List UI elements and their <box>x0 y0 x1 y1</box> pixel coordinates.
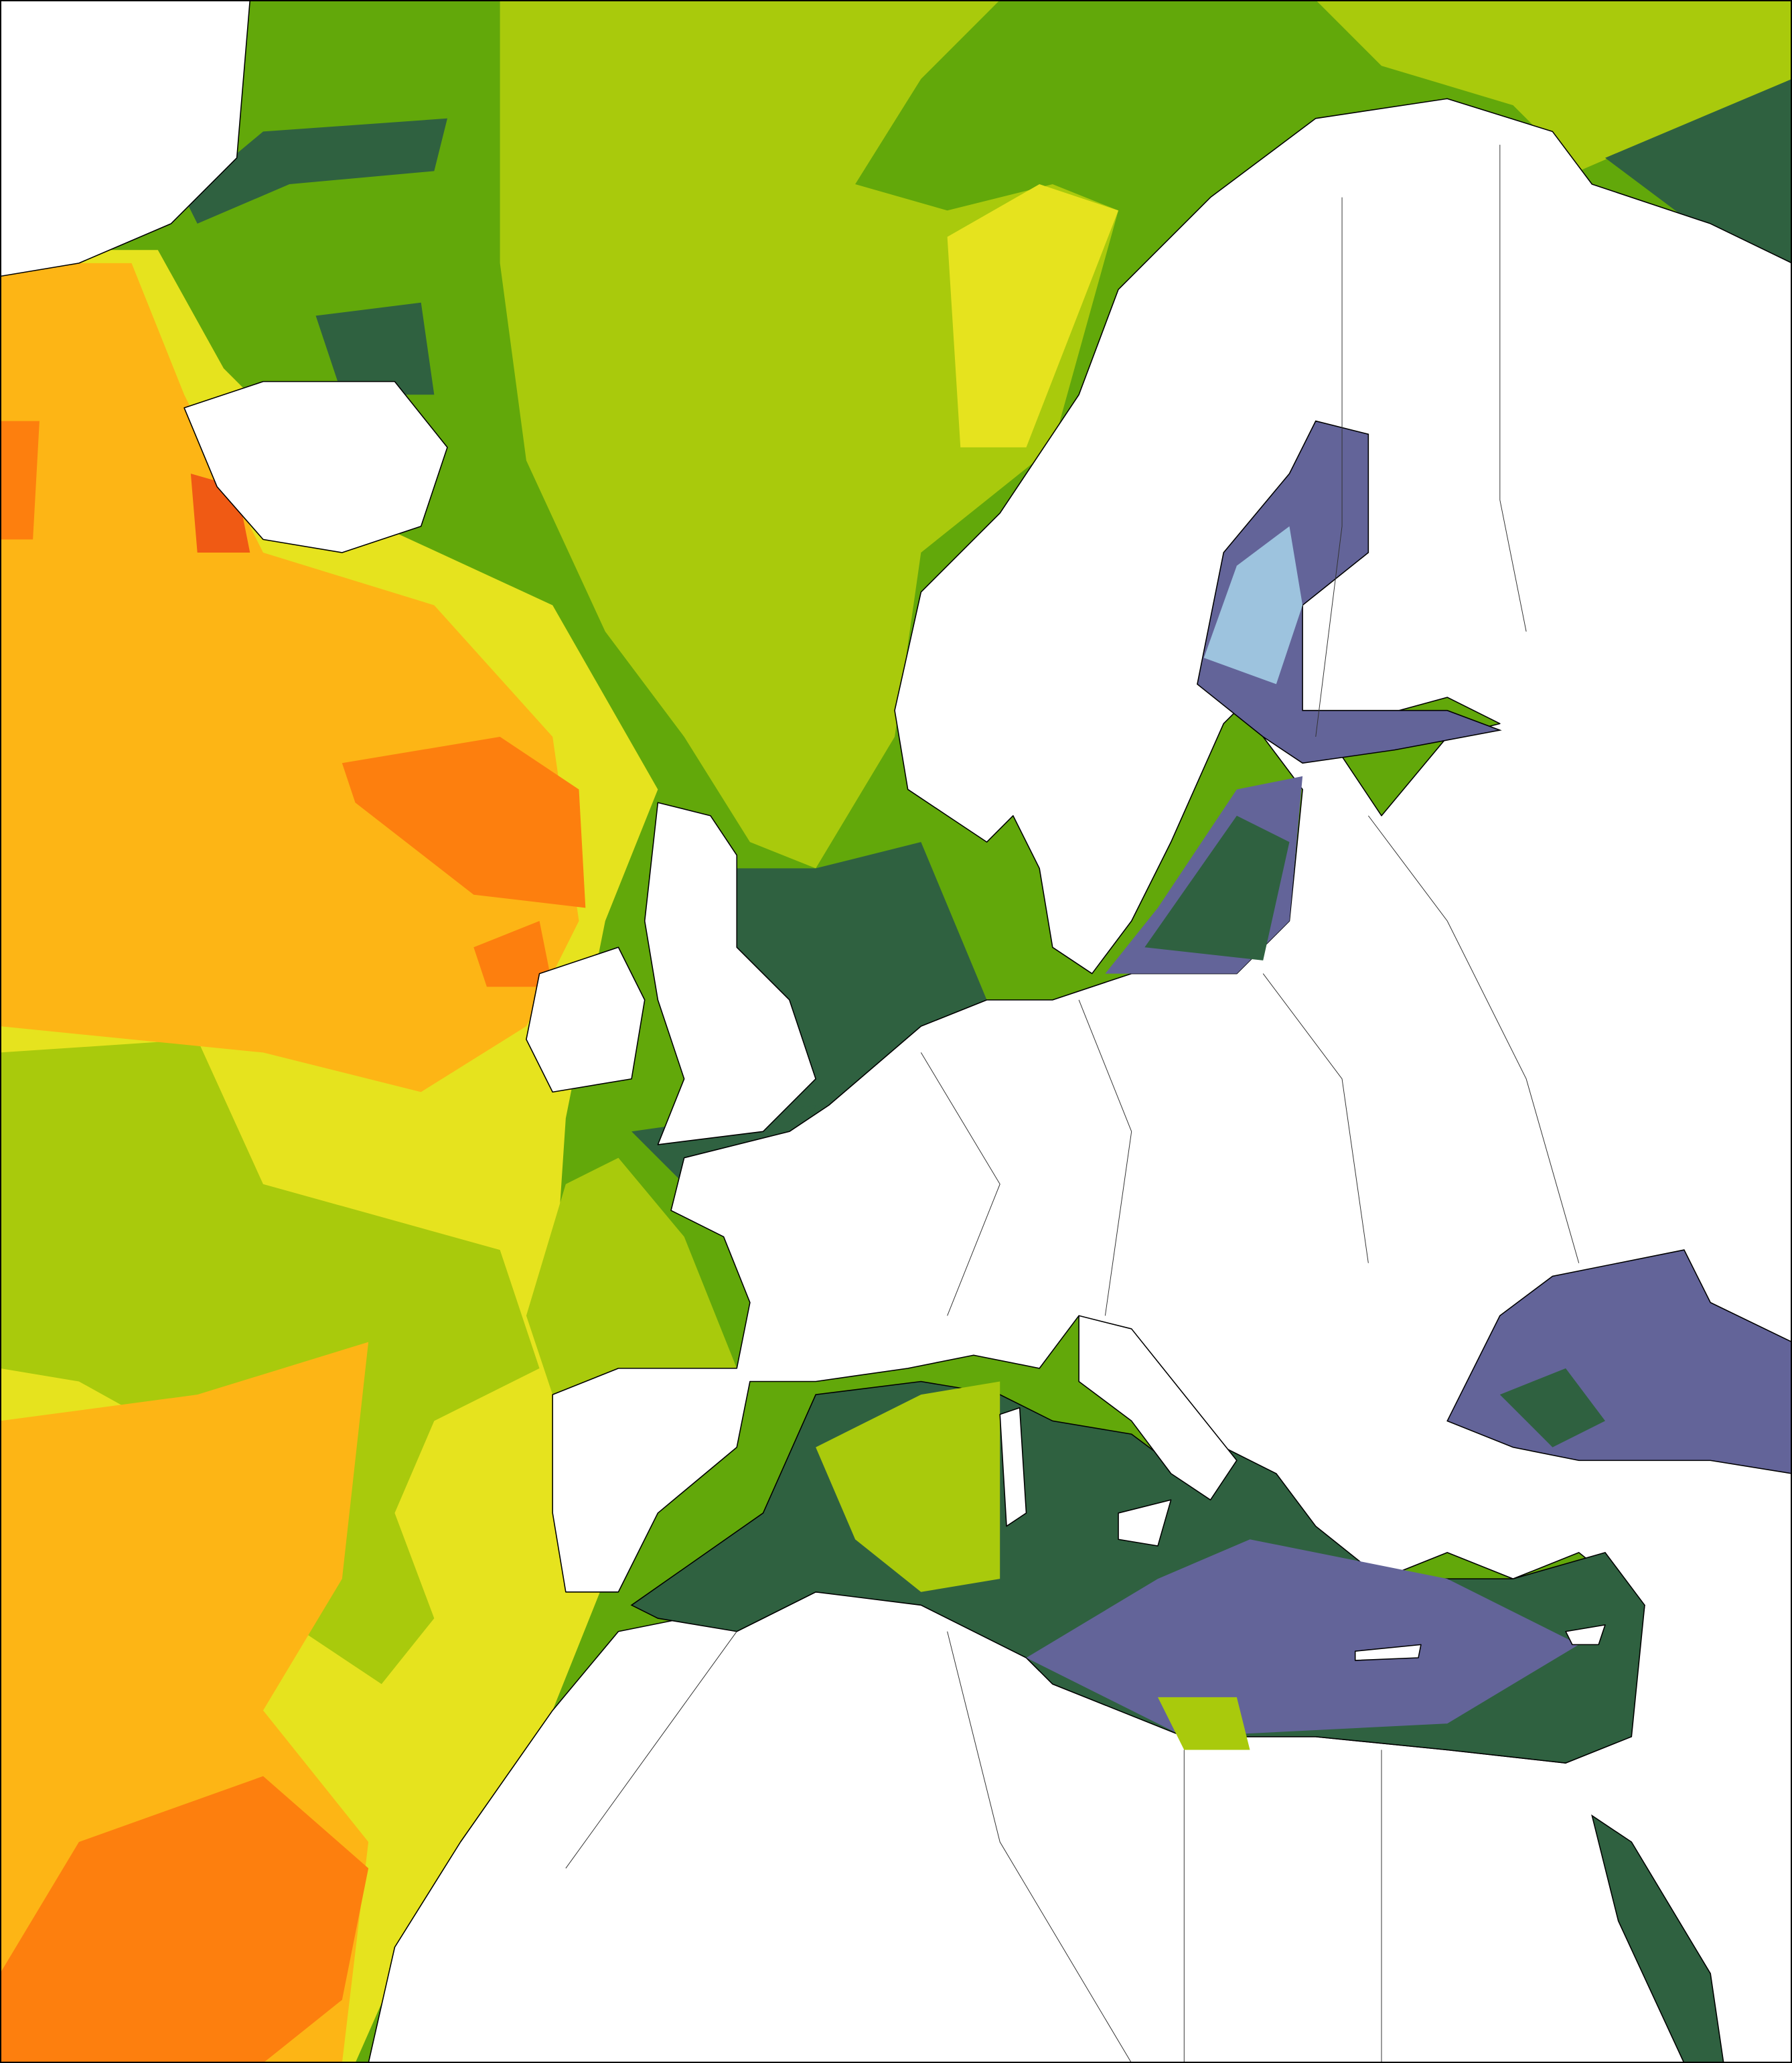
sea-band-orange <box>0 1776 369 2063</box>
sea-band-orange <box>473 921 553 987</box>
country-border <box>920 1052 1000 1316</box>
red-sea <box>1591 1814 1724 2063</box>
sea-band-lime <box>1157 1697 1250 1750</box>
sea-band-orange <box>0 421 40 540</box>
inland-seas <box>630 420 1792 2063</box>
sea-band-lightblue <box>1203 526 1303 685</box>
sea-band-lime <box>526 1157 737 1395</box>
corsica-sardinia <box>999 1407 1027 1527</box>
borders <box>565 145 1580 2063</box>
sea-band-purple <box>1026 1539 1579 1737</box>
sea-band-dark <box>184 118 448 224</box>
great-britain <box>644 802 816 1145</box>
ireland <box>526 946 646 1093</box>
sea-band-amber <box>0 263 579 1092</box>
crete <box>1354 1644 1422 1661</box>
country-border <box>947 1631 1132 2063</box>
country-border <box>1078 999 1132 1316</box>
sea-band-lime <box>500 0 1119 869</box>
country-border <box>1262 973 1369 1263</box>
sea-band-dark <box>1144 815 1290 961</box>
sea-band-yellow <box>947 184 1119 447</box>
country-border <box>565 1631 737 1869</box>
greenland <box>0 0 251 277</box>
country-border <box>1499 145 1527 632</box>
country-border <box>1367 815 1580 1263</box>
cyprus <box>1565 1624 1606 1646</box>
continent <box>368 98 1792 2063</box>
islands <box>999 1315 1606 1661</box>
sea-band-orange <box>342 737 586 908</box>
country-border <box>1315 197 1343 737</box>
sea-band-lime <box>0 1039 540 1685</box>
sea-band-dark <box>1499 1368 1606 1447</box>
sea-band-dark <box>315 302 435 395</box>
sicily <box>1118 1499 1172 1547</box>
sea-band-lime <box>816 1381 1000 1592</box>
italy <box>1078 1315 1238 1501</box>
sea-band-lime <box>1315 0 1792 171</box>
sea-band-dark <box>1605 78 1792 290</box>
iceland <box>183 380 448 553</box>
